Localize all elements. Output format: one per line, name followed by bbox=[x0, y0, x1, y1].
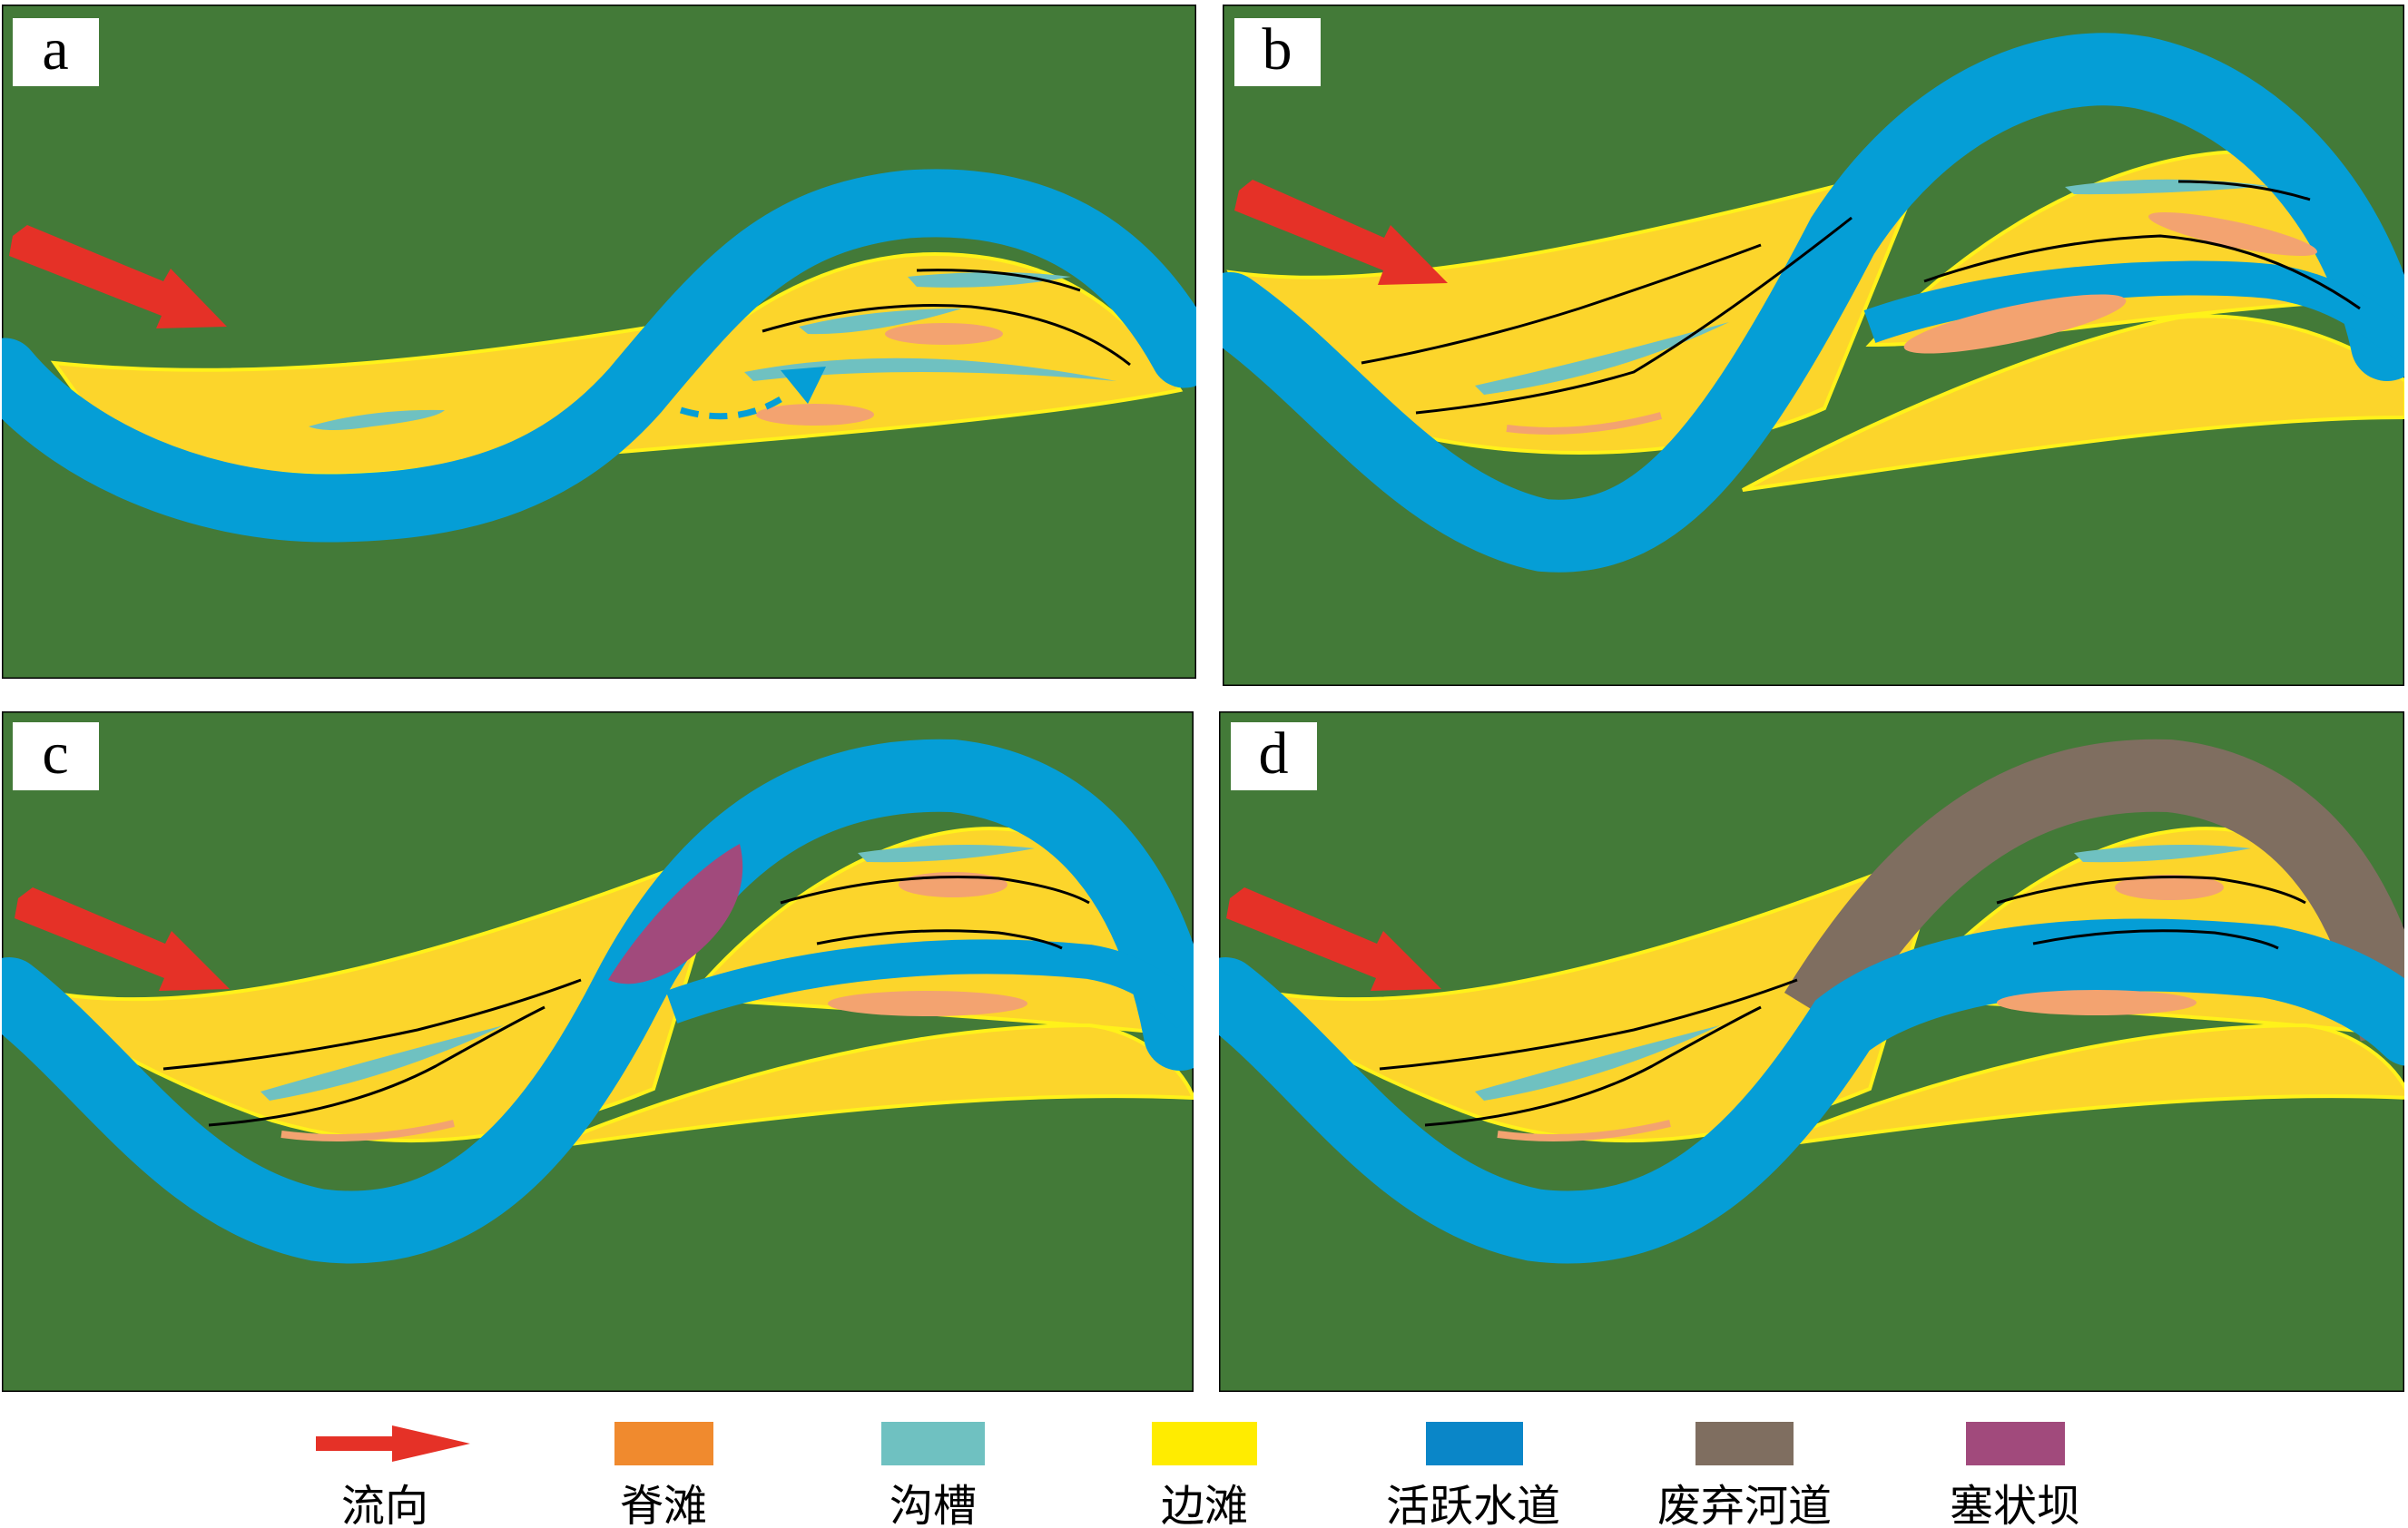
flow-arrow-icon bbox=[316, 1425, 470, 1462]
legend-label: 塞状坝 bbox=[1950, 1481, 2080, 1528]
accretion-line bbox=[780, 876, 1090, 905]
accretion-line bbox=[1923, 234, 2361, 310]
panel-label-box bbox=[13, 722, 99, 790]
accretion-line bbox=[162, 978, 582, 1071]
side-bar-right bbox=[595, 251, 1184, 456]
ridge-bar-thin bbox=[1506, 412, 1663, 435]
ridge-bar bbox=[885, 323, 1003, 345]
flow-arrow bbox=[9, 225, 227, 328]
ridge-bar bbox=[756, 404, 874, 426]
plug-bar bbox=[608, 844, 743, 984]
legend-item-side-bar: 边滩 bbox=[1152, 1422, 1257, 1528]
legend-label: 活跃水道 bbox=[1386, 1481, 1560, 1528]
ridge-bar bbox=[2148, 211, 2317, 257]
active-channel bbox=[2, 169, 1196, 543]
legend-item-ridge-bar: 脊滩 bbox=[614, 1422, 713, 1528]
flow-arrow bbox=[1226, 887, 1441, 991]
active-channel bbox=[1219, 918, 2404, 1264]
panel-label: b bbox=[1263, 16, 1292, 83]
accretion-line bbox=[1379, 978, 1798, 1071]
accretion-line bbox=[208, 1005, 545, 1127]
trough-bar bbox=[1475, 322, 1729, 395]
ridge-bar bbox=[1997, 990, 2197, 1015]
panel-c: c bbox=[2, 711, 1194, 1392]
ridge-bar-thin bbox=[1497, 1120, 1671, 1141]
active-channel-lower bbox=[665, 939, 1194, 1029]
chute-flow-line bbox=[679, 396, 782, 420]
abandoned-channel bbox=[1784, 739, 2404, 1042]
trough-bar bbox=[260, 1025, 504, 1101]
accretion-line bbox=[1415, 216, 1853, 415]
panel-a: a bbox=[2, 5, 1196, 679]
plug-bar-swatch bbox=[1966, 1422, 2065, 1465]
side-bar-lower bbox=[1742, 314, 2404, 492]
accretion-line bbox=[1996, 876, 2306, 905]
legend-item-abandoned-channel: 废弃河道 bbox=[1657, 1422, 1832, 1528]
panel-label-box bbox=[1234, 18, 1321, 86]
panel-label: c bbox=[42, 720, 68, 787]
legend-label: 边滩 bbox=[1161, 1481, 1248, 1528]
trough-bar bbox=[2074, 845, 2251, 863]
legend-label: 废弃河道 bbox=[1657, 1481, 1832, 1528]
trough-bar bbox=[744, 358, 1116, 381]
panel-label-box bbox=[13, 18, 99, 86]
legend: 流向 脊滩 沟槽 边滩 活跃水道 废弃河道 塞状坝 bbox=[316, 1422, 2080, 1528]
ridge-bar-thin bbox=[280, 1120, 455, 1141]
chute-flow-arrowhead bbox=[781, 367, 826, 404]
legend-item-plug-bar: 塞状坝 bbox=[1950, 1422, 2080, 1528]
ridge-bar bbox=[2115, 875, 2224, 900]
legend-label: 流向 bbox=[341, 1481, 428, 1528]
trough-bar bbox=[799, 309, 962, 335]
legend-label: 脊滩 bbox=[620, 1481, 707, 1528]
trough-bar bbox=[309, 409, 445, 430]
trough-swatch bbox=[881, 1422, 985, 1465]
ridge-bar-swatch bbox=[614, 1422, 713, 1465]
legend-item-trough: 沟槽 bbox=[881, 1422, 985, 1528]
ridge-bar bbox=[828, 991, 1027, 1016]
active-channel-swatch bbox=[1426, 1422, 1523, 1465]
active-channel-lower bbox=[1863, 260, 2404, 359]
panel-b: b bbox=[1223, 5, 2404, 686]
panel-label-box bbox=[1231, 722, 1317, 790]
panel-label: a bbox=[42, 16, 68, 83]
active-channel-upper bbox=[2, 739, 1194, 1264]
accretion-line bbox=[1424, 1005, 1762, 1127]
accretion-line bbox=[2177, 180, 2311, 201]
trough-bar bbox=[1475, 1025, 1720, 1101]
accretion-line bbox=[916, 269, 1081, 292]
side-bar-swatch bbox=[1152, 1422, 1257, 1465]
legend-item-active-channel: 活跃水道 bbox=[1386, 1422, 1560, 1528]
trough-bar bbox=[858, 845, 1035, 863]
flow-arrow bbox=[15, 887, 230, 991]
legend-label: 沟槽 bbox=[889, 1481, 977, 1528]
flow-arrow bbox=[1234, 180, 1448, 285]
accretion-line bbox=[1361, 243, 1762, 365]
panel-label: d bbox=[1259, 720, 1289, 787]
accretion-line bbox=[816, 929, 1063, 950]
active-channel-upper bbox=[1223, 33, 2404, 573]
abandoned-channel-swatch bbox=[1695, 1422, 1794, 1465]
side-bar-lower bbox=[1760, 1023, 2404, 1150]
accretion-line bbox=[762, 304, 1131, 367]
ridge-bar bbox=[1903, 294, 2127, 354]
legend-item-flow: 流向 bbox=[316, 1425, 470, 1528]
panel-d: d bbox=[1219, 711, 2404, 1392]
accretion-line bbox=[2032, 929, 2279, 950]
